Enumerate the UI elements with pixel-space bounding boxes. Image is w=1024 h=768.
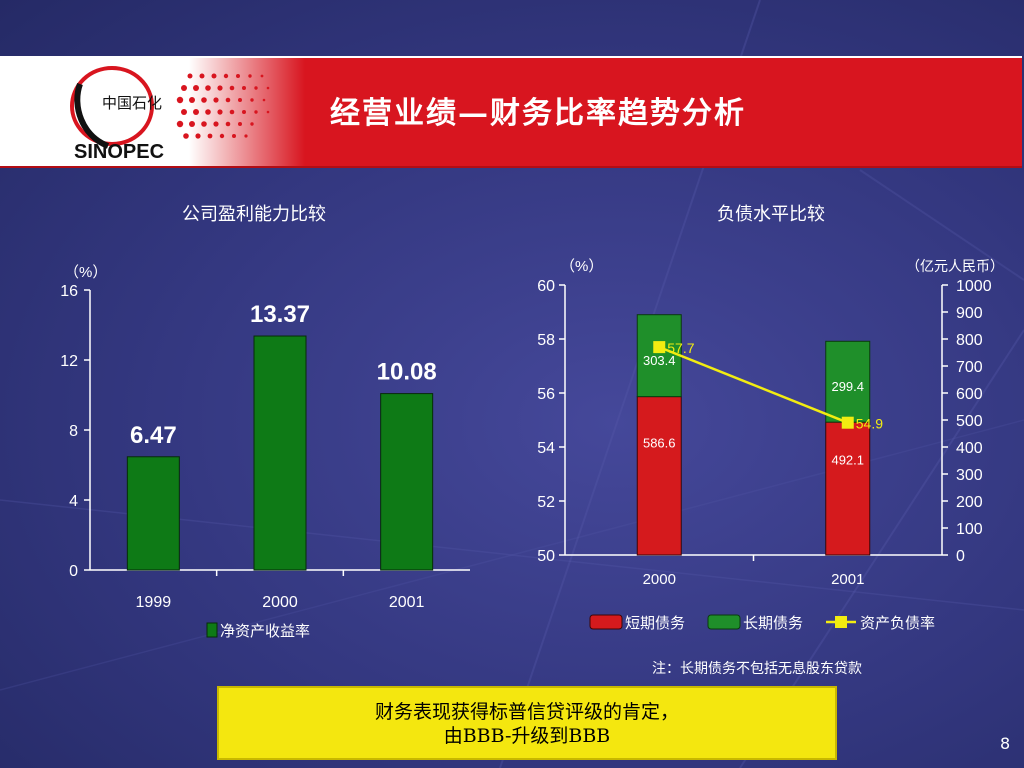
chart1-x-tick-label: 1999 (136, 594, 172, 611)
chart2-x-tick-label: 2000 (643, 571, 676, 588)
chart2-short-debt-label: 492.1 (831, 453, 864, 468)
chart2-ratio-marker (653, 341, 666, 354)
chart1-bar-2001 (380, 393, 434, 571)
chart1-y-tick-label: 8 (69, 423, 78, 440)
chart2-left-tick-label: 56 (537, 386, 555, 403)
chart2-bar-long-debt-2000 (636, 314, 682, 398)
logo-dot-pattern (176, 73, 270, 139)
chart2-right-tick-label: 1000 (956, 278, 992, 295)
chart1-y-tick-label: 12 (60, 353, 78, 370)
chart2-legend-label-long: 长期债务 (743, 615, 803, 632)
chart1-value-label: 10.08 (377, 359, 437, 386)
chart1-legend-label: 净资产收益率 (220, 623, 310, 640)
chart1-bar-1999 (126, 456, 180, 571)
chart2-right-tick-label: 300 (956, 467, 983, 484)
chart1-y-unit: （%） (64, 264, 107, 281)
callout-line-1: 财务表现获得标普信贷评级的肯定， (374, 701, 679, 723)
chart2-right-tick-label: 800 (956, 332, 983, 349)
callout-box: 财务表现获得标普信贷评级的肯定， 由BBB-升级到BBB (217, 686, 837, 760)
chart2-right-tick-label: 200 (956, 494, 983, 511)
chart2-legend-label-ratio: 资产负债率 (860, 615, 935, 632)
chart2-right-tick-label: 100 (956, 521, 983, 538)
chart1-x-tick-label: 2001 (389, 594, 425, 611)
chart2-bar-short-debt-2000 (636, 396, 682, 556)
chart2-left-tick-label: 52 (537, 494, 555, 511)
profitability-chart: （%） 0 4 8 12 16 6.47 1999 13.37 2000 10.08 2001 净资产收… (60, 264, 470, 640)
chart2-legend-label-short: 短期债务 (625, 615, 685, 632)
chart2-ratio-label: 57.7 (667, 340, 694, 356)
logo-area: 中国石化 SINOPEC (0, 56, 305, 166)
chart2-long-debt-label: 303.4 (643, 353, 676, 368)
callout-line-2: 由BBB-升级到BBB (443, 725, 611, 747)
chart2-right-tick-label: 900 (956, 305, 983, 322)
chart2-right-tick-label: 500 (956, 413, 983, 430)
chart2-right-tick-label: 0 (956, 548, 965, 565)
chart2-x-tick-label: 2001 (831, 571, 864, 588)
chart1-y-tick-label: 16 (60, 283, 78, 300)
chart2-bar-short-debt-2001 (825, 421, 871, 556)
logo-english-text: SINOPEC (74, 141, 164, 163)
chart2-right-tick-label: 400 (956, 440, 983, 457)
chart2-short-debt-label: 586.6 (643, 435, 676, 450)
chart1-y-tick-label: 4 (69, 493, 78, 510)
chart2-right-unit: （亿元人民币） (906, 258, 1004, 274)
chart2-legend-marker-ratio (835, 616, 847, 628)
chart2-right-tick-label: 600 (956, 386, 983, 403)
chart2-ratio-marker (841, 416, 854, 429)
chart2-title: 负债水平比较 (717, 204, 825, 225)
chart2-left-tick-label: 60 (537, 278, 555, 295)
page-number: 8 (1000, 734, 1011, 753)
chart1-title: 公司盈利能力比较 (182, 204, 326, 225)
slide-title: 经营业绩—财务比率趋势分析 (330, 96, 746, 131)
chart1-bar-2000 (253, 335, 307, 571)
chart2-ratio-line (658, 345, 849, 424)
debt-level-chart: （%） （亿元人民币）505254565860010020030040050060… (537, 258, 1004, 632)
chart2-left-tick-label: 50 (537, 548, 555, 565)
chart2-bar-long-debt-2001 (825, 340, 871, 423)
chart1-x-tick-label: 2000 (262, 594, 298, 611)
chart2-ratio-label: 54.9 (856, 416, 883, 432)
chart1-value-label: 6.47 (130, 422, 177, 449)
logo-chinese-text: 中国石化 (102, 95, 162, 112)
chart2-left-tick-label: 58 (537, 332, 555, 349)
chart1-y-tick-label: 0 (69, 563, 78, 580)
chart1-legend-swatch (206, 622, 218, 638)
chart1-value-label: 13.37 (250, 301, 310, 328)
footnote: 注：长期债务不包括无息股东贷款 (652, 661, 862, 677)
chart2-right-tick-label: 700 (956, 359, 983, 376)
chart2-long-debt-label: 299.4 (831, 379, 864, 394)
chart2-left-tick-label: 54 (537, 440, 555, 457)
chart2-left-unit: （%） (560, 258, 603, 275)
chart2-legend-swatch-long (707, 614, 741, 630)
chart2-legend-swatch-short (589, 614, 623, 630)
sinopec-logo: 中国石化 SINOPEC (70, 66, 270, 163)
